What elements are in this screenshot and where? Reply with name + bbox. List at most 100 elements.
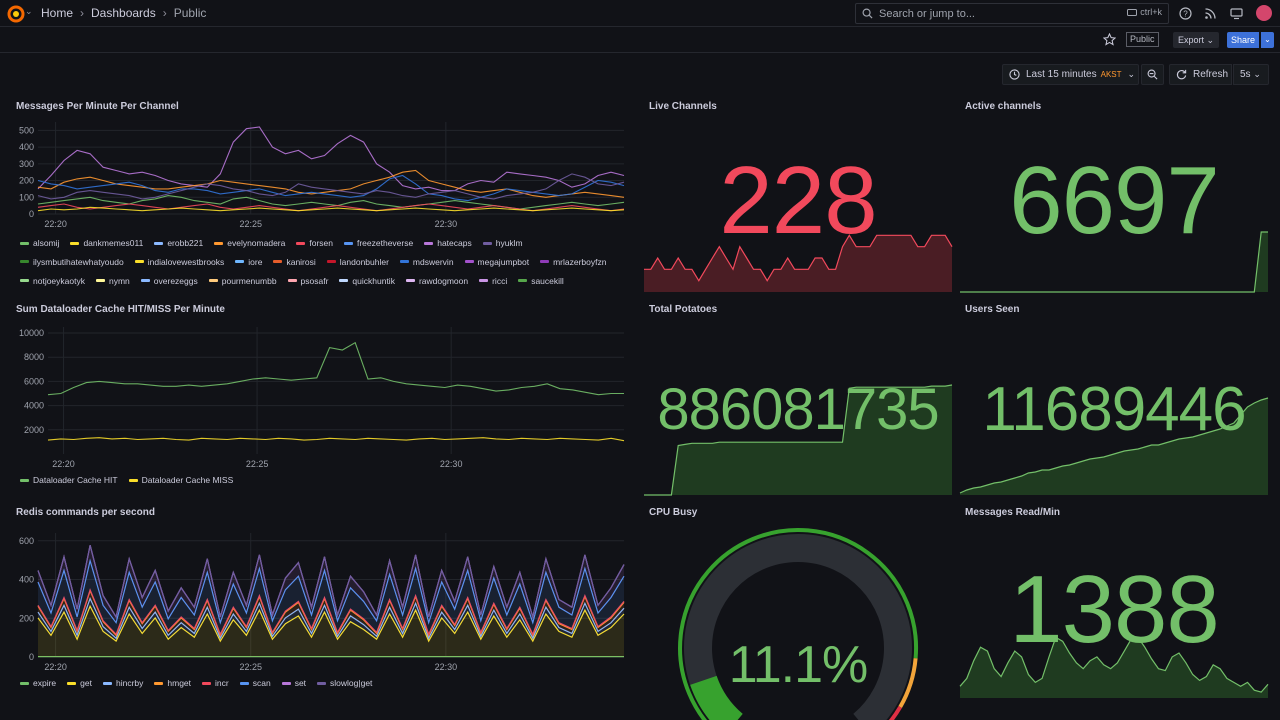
legend-item[interactable]: notjoeykaotyk (20, 273, 85, 288)
legend-item[interactable]: Dataloader Cache HIT (20, 474, 118, 486)
share-options-chevron-icon[interactable]: ⌄ (1261, 32, 1274, 48)
monitor-icon[interactable] (1230, 7, 1243, 20)
legend-swatch (482, 241, 492, 245)
series-line-dankmemes011 (37, 206, 625, 212)
legend-item[interactable]: hincrby (102, 677, 143, 689)
legend-item[interactable]: landonbuhler (326, 255, 389, 270)
legend-swatch (296, 241, 306, 245)
chevron-down-icon[interactable]: ⌄ (25, 6, 33, 16)
legend-item[interactable]: psosafr (287, 273, 328, 288)
search-shortcut: ctrl+k (1140, 7, 1162, 17)
cpu-busy-value: 11.1% (728, 636, 869, 694)
legend-item[interactable]: set (281, 677, 307, 689)
refresh-interval-value: 5s (1240, 69, 1251, 80)
breadcrumb-separator-icon: › (162, 6, 167, 20)
legend-item[interactable]: hmget (154, 677, 191, 689)
legend-label: set (294, 678, 307, 688)
x-tick-label: 22:30 (435, 219, 458, 229)
live-channels-sparkline (644, 234, 953, 292)
legend-label: hatecaps (437, 238, 472, 249)
timezone-label: AKST (1100, 70, 1122, 79)
help-icon[interactable]: ? (1179, 7, 1192, 20)
users-seen-value: 11689446 (982, 375, 1246, 444)
legend-item[interactable]: mrlazerboyfzn (540, 255, 606, 270)
legend-item[interactable]: iore (235, 255, 262, 270)
keyboard-shortcut-hint: ctrl+k (1127, 7, 1162, 17)
legend-item[interactable]: get (67, 677, 92, 689)
legend-item[interactable]: quickhuntik (339, 273, 395, 288)
legend-item[interactable]: hatecaps (424, 236, 472, 251)
legend-swatch (326, 260, 336, 264)
star-icon[interactable] (1103, 33, 1116, 46)
messages-read-sparkline (959, 636, 1269, 698)
legend-item[interactable]: scan (239, 677, 271, 689)
legend-swatch (67, 681, 77, 685)
panel-cpu-busy[interactable]: CPU Busy 11.1% (640, 500, 956, 720)
panel-users-seen[interactable]: Users Seen 11689446 (956, 297, 1272, 497)
legend-item[interactable]: expire (20, 677, 56, 689)
panel-active-channels[interactable]: Active channels 6697 (956, 94, 1272, 294)
legend-item[interactable]: saucekill (518, 273, 564, 288)
panel-title: Total Potatoes (649, 304, 718, 315)
panel-live-channels[interactable]: Live Channels 228 (640, 94, 956, 294)
legend-item[interactable]: incr (202, 677, 229, 689)
legend-item[interactable]: slowlog|get (317, 677, 372, 689)
legend-item[interactable]: forsen (296, 236, 333, 251)
legend-item[interactable]: rawdogmoon (405, 273, 469, 288)
refresh-button[interactable]: Refresh (1169, 64, 1232, 85)
legend-item[interactable]: alsomij (20, 236, 59, 251)
chart-legend: expire get hincrby hmget incr scan set slowlog|… (20, 677, 620, 689)
refresh-interval-picker[interactable]: 5s ⌄ (1233, 64, 1269, 85)
legend-swatch (154, 681, 164, 685)
dataloader-timeseries-chart: 2000 4000 6000 8000 10000 22:20 22:25 22:30 (19, 327, 625, 469)
legend-swatch (95, 279, 105, 283)
legend-item[interactable]: nymn (95, 273, 130, 288)
x-tick-label: 22:25 (246, 459, 269, 469)
legend-item[interactable]: dankmemes011 (70, 236, 143, 251)
legend-item[interactable]: kanirosi (273, 255, 316, 270)
y-tick-label: 600 (19, 536, 34, 546)
grafana-logo-icon[interactable] (7, 5, 25, 23)
sparkline-area (644, 385, 952, 495)
legend-item[interactable]: megajumpbot (464, 255, 529, 270)
user-avatar[interactable] (1256, 5, 1272, 21)
panel-messages-read[interactable]: Messages Read/Min 1388 (956, 500, 1272, 720)
legend-item[interactable]: pourmenumbb (208, 273, 277, 288)
legend-item[interactable]: erobb221 (154, 236, 203, 251)
legend-swatch (273, 260, 283, 264)
legend-item[interactable]: Dataloader Cache MISS (128, 474, 233, 486)
series-line-hatecaps (37, 126, 625, 192)
rss-news-icon[interactable] (1204, 7, 1217, 20)
legend-item[interactable]: ilysmbutihatewhatyoudo (20, 255, 124, 270)
legend-item[interactable]: indialovewestbrooks (134, 255, 224, 270)
legend-swatch (317, 681, 327, 685)
legend-item[interactable]: evelynomadera (214, 236, 285, 251)
time-range-label: Last 15 minutes (1026, 69, 1097, 80)
legend-item[interactable]: overezeggs (140, 273, 198, 288)
panel-total-potatoes[interactable]: Total Potatoes 886081735 (640, 297, 956, 497)
legend-item[interactable]: mdswervin (399, 255, 454, 270)
total-potatoes-value: 886081735 (657, 377, 939, 442)
legend-label: erobb221 (167, 238, 204, 249)
series-line-get (37, 604, 625, 643)
legend-item[interactable]: ricci (479, 273, 507, 288)
legend-item[interactable]: freezetheverse (343, 236, 413, 251)
series-line-mdswervin (37, 174, 625, 202)
panel-title: Messages Read/Min (965, 507, 1061, 518)
sparkline-area (960, 398, 1268, 495)
legend-label: kanirosi (286, 256, 316, 267)
panel-redis-commands[interactable]: Redis commands per second 0 200 400 600 22:2… (0, 500, 636, 720)
export-button[interactable]: Export ⌄ (1173, 32, 1220, 48)
legend-swatch (208, 279, 218, 283)
time-range-picker[interactable]: Last 15 minutes AKST ⌄ (1002, 64, 1139, 85)
breadcrumb-dashboards[interactable]: Dashboards (91, 6, 156, 20)
legend-item[interactable]: hyuklm (482, 236, 523, 251)
panel-messages-per-minute[interactable]: Messages Per Minute Per Channel 0 100 200 3… (0, 94, 636, 294)
share-button[interactable]: Share (1227, 32, 1259, 48)
breadcrumb-home[interactable]: Home (41, 6, 74, 20)
search-input[interactable]: Search or jump to... ctrl+k (855, 3, 1169, 24)
legend-label: rawdogmoon (418, 275, 469, 286)
zoom-out-button[interactable] (1141, 64, 1164, 85)
panel-dataloader-cache[interactable]: Sum Dataloader Cache HIT/MISS Per Minute… (0, 297, 636, 497)
legend-swatch (20, 260, 29, 264)
